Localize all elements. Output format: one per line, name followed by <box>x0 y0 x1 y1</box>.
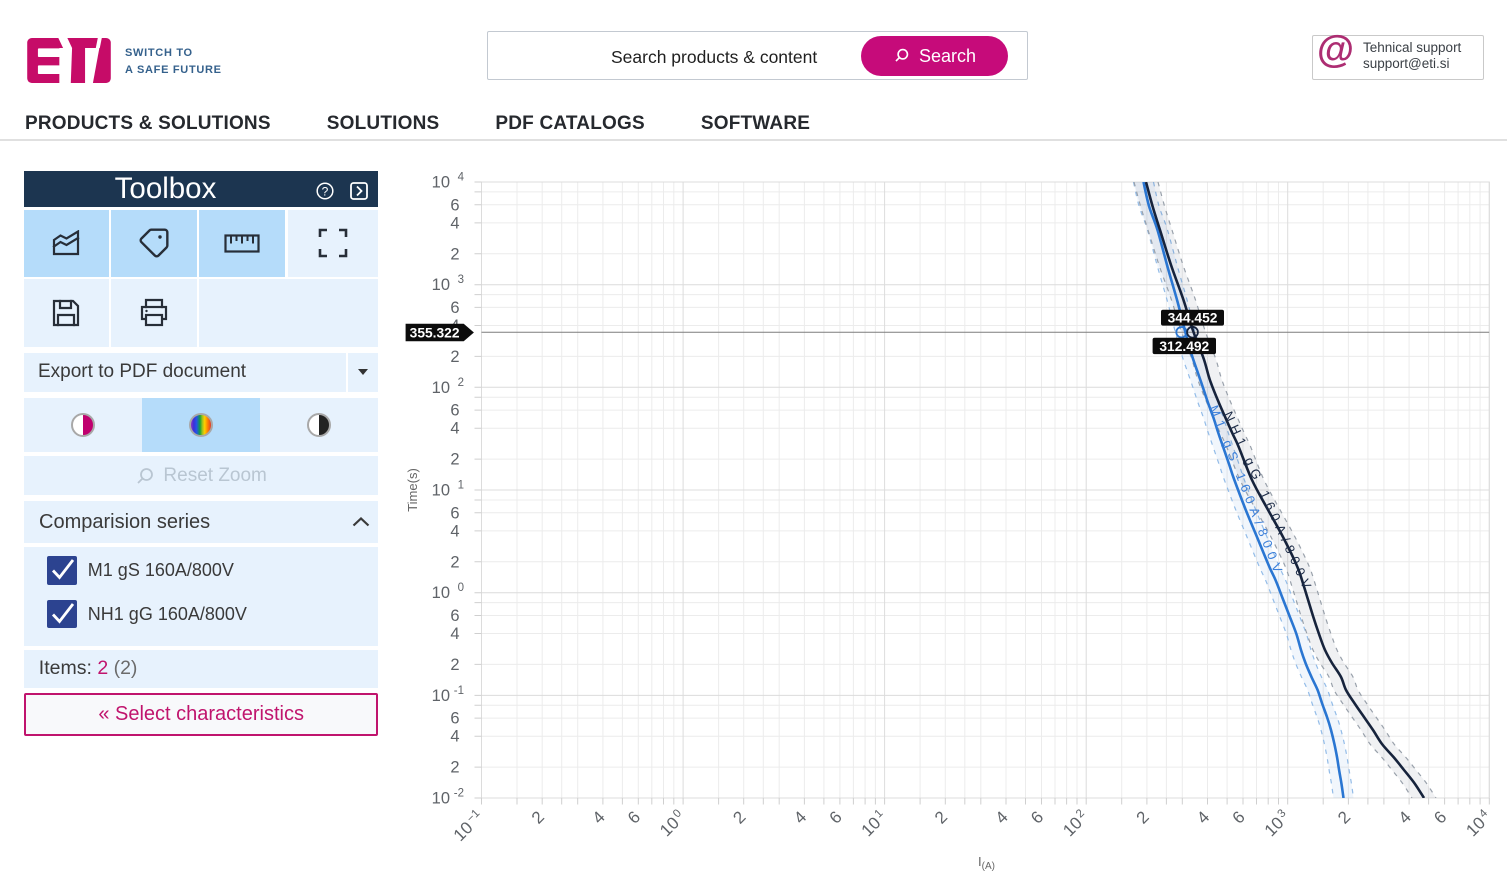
svg-text:6: 6 <box>1027 807 1047 827</box>
svg-text:10: 10 <box>432 379 450 397</box>
svg-text:2: 2 <box>450 245 459 263</box>
svg-text:6: 6 <box>450 607 459 625</box>
svg-text:4: 4 <box>450 214 459 232</box>
svg-text:101: 101 <box>858 807 891 840</box>
svg-text:104: 104 <box>1462 807 1495 840</box>
svg-text:102: 102 <box>1059 807 1092 840</box>
svg-text:2: 2 <box>450 759 459 777</box>
svg-text:2: 2 <box>450 451 459 469</box>
svg-text:2: 2 <box>729 807 749 827</box>
svg-text:6: 6 <box>450 299 459 317</box>
svg-text:2: 2 <box>458 377 464 389</box>
svg-text:2: 2 <box>450 348 459 366</box>
svg-text:4: 4 <box>1193 807 1213 827</box>
svg-text:2: 2 <box>450 553 459 571</box>
svg-text:10: 10 <box>432 790 450 808</box>
svg-text:4: 4 <box>790 807 810 827</box>
svg-text:-2: -2 <box>454 788 464 800</box>
svg-text:344.452: 344.452 <box>1168 310 1218 325</box>
svg-text:100: 100 <box>656 807 689 840</box>
svg-text:103: 103 <box>1261 807 1294 840</box>
svg-text:4: 4 <box>450 728 459 746</box>
svg-text:10: 10 <box>432 482 450 500</box>
svg-text:312.492: 312.492 <box>1159 339 1209 354</box>
svg-text:M1 gS 160A/800V: M1 gS 160A/800V <box>1206 403 1287 579</box>
svg-text:-1: -1 <box>454 685 464 697</box>
svg-text:4: 4 <box>589 807 609 827</box>
svg-text:2: 2 <box>450 656 459 674</box>
svg-text:Time(s): Time(s) <box>405 468 420 512</box>
svg-text:4: 4 <box>450 522 459 540</box>
svg-text:355.322: 355.322 <box>410 325 460 340</box>
svg-text:I(A): I(A) <box>978 854 995 872</box>
svg-text:6: 6 <box>450 402 459 420</box>
svg-text:10−1: 10−1 <box>450 807 488 845</box>
svg-text:10: 10 <box>432 584 450 602</box>
svg-text:6: 6 <box>450 504 459 522</box>
svg-text:6: 6 <box>450 710 459 728</box>
svg-text:0: 0 <box>458 582 464 594</box>
svg-text:6: 6 <box>624 807 644 827</box>
svg-text:4: 4 <box>458 172 465 184</box>
svg-text:6: 6 <box>826 807 846 827</box>
svg-text:3: 3 <box>458 274 464 286</box>
svg-text:6: 6 <box>450 196 459 214</box>
svg-text:4: 4 <box>1395 807 1415 827</box>
svg-text:10: 10 <box>432 276 450 294</box>
svg-text:6: 6 <box>1229 807 1249 827</box>
svg-text:2: 2 <box>528 807 548 827</box>
svg-text:4: 4 <box>450 420 459 438</box>
svg-text:2: 2 <box>1133 807 1153 827</box>
svg-text:4: 4 <box>992 807 1012 827</box>
svg-text:2: 2 <box>1334 807 1354 827</box>
svg-text:1: 1 <box>458 480 464 492</box>
svg-text:4: 4 <box>450 625 459 643</box>
svg-text:10: 10 <box>432 687 450 705</box>
svg-text:2: 2 <box>931 807 951 827</box>
svg-text:6: 6 <box>1430 807 1450 827</box>
svg-text:?: ? <box>322 184 329 198</box>
svg-text:10: 10 <box>432 174 450 192</box>
